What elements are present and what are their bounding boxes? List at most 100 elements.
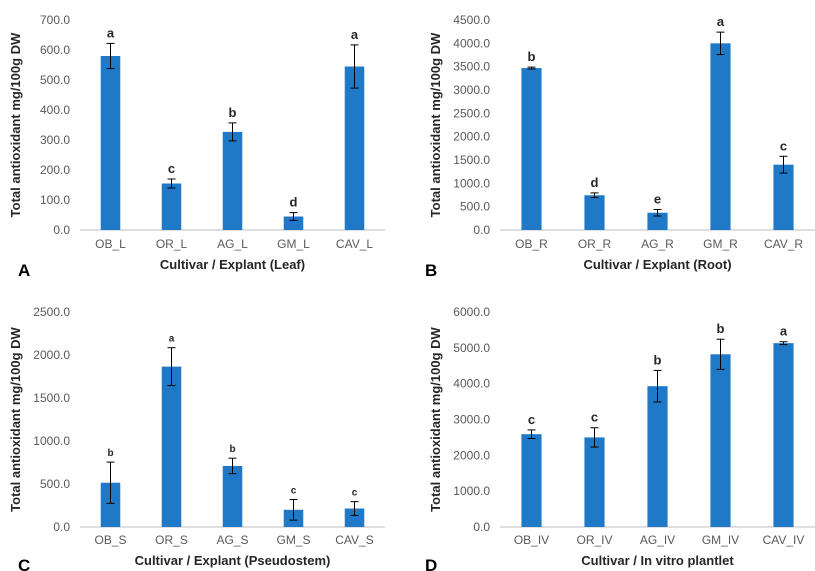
y-tick-label: 500.0 <box>40 73 70 87</box>
x-tick-label: OB_R <box>515 237 548 251</box>
x-tick-label: AG_R <box>641 237 674 251</box>
x-tick-label: CAV_IV <box>763 533 805 547</box>
significance-label: b <box>229 105 237 120</box>
significance-label: c <box>780 138 787 153</box>
y-tick-label: 1500.0 <box>33 391 70 405</box>
chart-panel-a: 0.0 100.0 200.0 300.0 400.0 500.0 600.0 700.0 a O… <box>8 13 385 280</box>
y-tick-label: 4500.0 <box>453 13 490 27</box>
y-tick-label: 300.0 <box>40 133 70 147</box>
x-axis-title: Cultivar / In vitro plantlet <box>581 553 734 568</box>
significance-label: c <box>528 412 535 427</box>
significance-label: a <box>351 27 359 42</box>
bar-gm-r <box>710 43 730 230</box>
y-tick-label: 500.0 <box>460 200 490 214</box>
x-tick-label: CAV_L <box>336 237 373 251</box>
y-tick-label: 3000.0 <box>453 413 490 427</box>
y-tick-label: 1500.0 <box>453 153 490 167</box>
bar-ob-iv <box>521 434 541 527</box>
y-tick-label: 2000.0 <box>453 448 490 462</box>
significance-label: a <box>169 334 175 345</box>
significance-label: c <box>168 161 175 176</box>
y-tick-label: 0.0 <box>473 520 490 534</box>
y-axis-title: Total antioxidant mg/100g DW <box>428 326 443 511</box>
x-tick-label: AG_S <box>216 533 248 547</box>
y-tick-label: 200.0 <box>40 163 70 177</box>
y-tick-label: 4000.0 <box>453 377 490 391</box>
chart-panel-c: 0.0 500.0 1000.0 1500.0 2000.0 2500.0 b OB_S a OR… <box>8 305 385 571</box>
x-tick-label: GM_R <box>703 237 738 251</box>
bar-gm-iv <box>710 354 730 527</box>
x-tick-label: OB_IV <box>514 533 549 547</box>
x-tick-label: CAV_S <box>335 533 373 547</box>
significance-label: e <box>654 191 661 206</box>
y-tick-label: 1000.0 <box>33 434 70 448</box>
x-tick-label: AG_IV <box>640 533 675 547</box>
y-tick-label: 0.0 <box>53 223 70 237</box>
significance-label: b <box>717 321 725 336</box>
x-axis-title: Cultivar / Explant (Pseudostem) <box>135 553 331 568</box>
chart-panel-b: 0.0 500.0 1000.0 1500.0 2000.0 2500.0 3000.0 35… <box>425 13 815 280</box>
y-tick-label: 1000.0 <box>453 176 490 190</box>
x-tick-label: CAV_R <box>764 237 803 251</box>
y-tick-label: 0.0 <box>53 520 70 534</box>
significance-label: a <box>107 25 115 40</box>
y-tick-label: 3000.0 <box>453 83 490 97</box>
bar-cav-l <box>345 67 365 231</box>
bar-or-l <box>162 184 182 231</box>
y-tick-label: 100.0 <box>40 193 70 207</box>
significance-label: d <box>290 195 298 210</box>
y-tick-label: 1000.0 <box>453 484 490 498</box>
y-tick-label: 0.0 <box>473 223 490 237</box>
bar-ob-r <box>521 68 541 230</box>
y-axis-title: Total antioxidant mg/100g DW <box>8 326 23 511</box>
significance-label: d <box>591 175 599 190</box>
y-tick-label: 400.0 <box>40 103 70 117</box>
panel-letter: D <box>425 556 437 571</box>
x-tick-label: AG_L <box>217 237 248 251</box>
significance-label: c <box>291 485 297 496</box>
bar-or-s <box>162 367 182 527</box>
bar-or-iv <box>584 437 604 527</box>
y-tick-label: 4000.0 <box>453 36 490 50</box>
bar-ag-l <box>223 132 243 230</box>
y-tick-label: 6000.0 <box>453 305 490 319</box>
x-tick-label: OR_L <box>156 237 188 251</box>
significance-label: a <box>780 324 788 339</box>
y-tick-label: 2500.0 <box>33 305 70 319</box>
x-tick-label: OB_S <box>94 533 126 547</box>
panel-letter: A <box>18 261 30 280</box>
y-tick-label: 500.0 <box>40 477 70 491</box>
y-tick-label: 2000.0 <box>453 130 490 144</box>
significance-label: b <box>654 352 662 367</box>
x-axis-title: Cultivar / Explant (Root) <box>583 257 731 272</box>
bar-ag-iv <box>647 386 667 527</box>
panel-letter: B <box>425 261 437 280</box>
y-tick-label: 2000.0 <box>33 348 70 362</box>
y-tick-label: 3500.0 <box>453 60 490 74</box>
significance-label: c <box>591 410 598 425</box>
y-axis-title: Total antioxidant mg/100g DW <box>428 32 443 217</box>
y-tick-label: 700.0 <box>40 13 70 27</box>
y-tick-label: 5000.0 <box>453 341 490 355</box>
y-tick-label: 2500.0 <box>453 106 490 120</box>
bar-cav-iv <box>773 343 793 527</box>
significance-label: a <box>717 14 725 29</box>
x-tick-label: GM_S <box>276 533 310 547</box>
bar-cav-r <box>773 165 793 230</box>
x-tick-label: GM_IV <box>702 533 739 547</box>
y-axis-title: Total antioxidant mg/100g DW <box>8 32 23 217</box>
bar-ob-l <box>101 56 121 230</box>
x-tick-label: GM_L <box>277 237 310 251</box>
chart-panel-d: 0.0 1000.0 2000.0 3000.0 4000.0 5000.0 6000.0 c… <box>425 305 815 571</box>
significance-label: b <box>229 444 235 455</box>
x-tick-label: OR_IV <box>576 533 612 547</box>
bar-ag-s <box>223 466 243 527</box>
bar-or-r <box>584 195 604 230</box>
panel-letter: C <box>18 556 30 571</box>
y-tick-label: 600.0 <box>40 43 70 57</box>
significance-label: c <box>352 488 358 499</box>
x-tick-label: OR_S <box>155 533 188 547</box>
significance-label: b <box>107 448 113 459</box>
x-tick-label: OB_L <box>95 237 126 251</box>
